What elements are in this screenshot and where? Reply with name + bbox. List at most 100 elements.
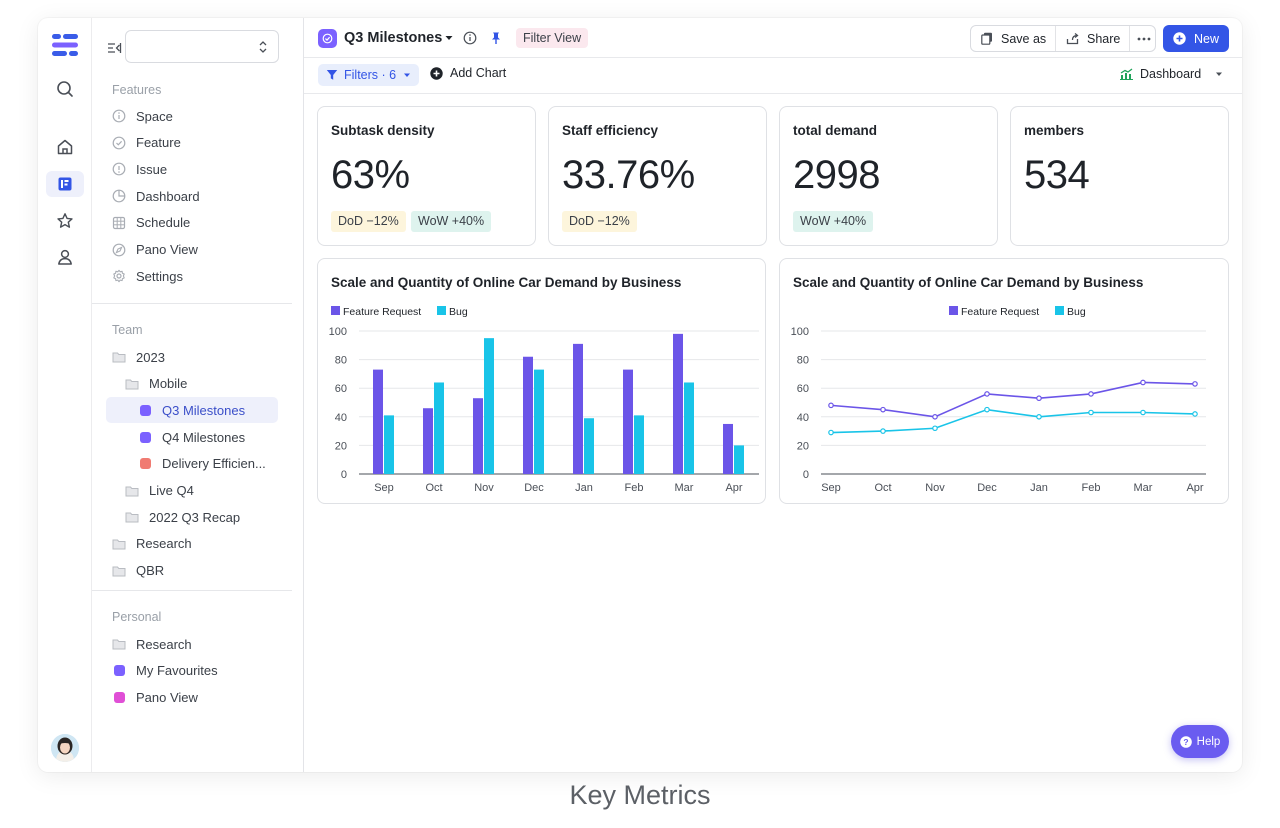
metric-card[interactable]: members 534 <box>1010 106 1229 246</box>
filters-button[interactable]: Filters · 6 <box>318 64 420 86</box>
search-icon[interactable] <box>46 76 84 102</box>
new-button[interactable]: New <box>1163 25 1229 52</box>
gear-icon <box>112 269 126 283</box>
bar <box>573 343 583 474</box>
sidebar-item-label: 2023 <box>136 349 165 365</box>
metric-change-badge: DoD −12% <box>562 211 637 232</box>
data-point <box>1140 409 1146 416</box>
app-logo-icon[interactable] <box>52 34 78 56</box>
sidebar-item-label: My Favourites <box>136 663 218 679</box>
data-point <box>1140 379 1146 386</box>
data-point <box>932 425 938 432</box>
data-point <box>1192 381 1198 387</box>
info-icon[interactable] <box>463 31 477 45</box>
x-tick-label: Apr <box>725 482 742 494</box>
star-icon[interactable] <box>46 208 84 234</box>
caret-down-icon <box>1216 72 1223 76</box>
legend-swatch <box>331 306 340 315</box>
x-tick-label: Nov <box>474 482 494 494</box>
bar-chart-card: Scale and Quantity of Online Car Demand … <box>317 258 766 504</box>
metric-card[interactable]: total demand 2998 WoW +40% <box>779 106 998 246</box>
board-icon[interactable] <box>46 171 84 197</box>
app-window: Features Space Feature Issue Dashboard Sched… <box>38 18 1242 772</box>
sidebar-item-mobile[interactable]: Mobile <box>106 371 278 397</box>
sidebar-item-pano-view[interactable]: Pano View <box>106 237 278 263</box>
color-square-icon <box>138 403 152 417</box>
chevron-updown-icon <box>259 41 267 53</box>
x-tick-label: Feb <box>1082 482 1101 494</box>
bar-chart: 0 20 40 60 80 100 Feature Request Bug Sep Oct Nov D… <box>329 306 759 494</box>
sidebar-item-research[interactable]: Research <box>106 631 278 657</box>
sidebar-item-feature[interactable]: Feature <box>106 130 278 156</box>
sidebar-item-label: Dashboard <box>136 188 200 204</box>
x-tick-label: Oct <box>874 482 891 494</box>
y-tick-label: 80 <box>797 355 809 367</box>
data-point <box>828 402 834 409</box>
bar <box>373 369 383 474</box>
legend-label: Bug <box>1067 306 1086 318</box>
data-point <box>1036 395 1042 402</box>
filter-view-badge[interactable]: Filter View <box>516 28 589 48</box>
bar <box>584 418 594 474</box>
data-point <box>880 428 886 434</box>
caret-down-icon[interactable] <box>444 33 454 43</box>
bar <box>634 415 644 474</box>
data-point <box>1192 411 1198 417</box>
y-tick-label: 40 <box>335 412 347 424</box>
caret-down-icon <box>404 73 411 77</box>
sidebar-item-q4-milestones[interactable]: Q4 Milestones <box>106 424 278 450</box>
color-square-icon <box>112 690 126 704</box>
save-as-button[interactable]: Save as <box>981 26 1046 51</box>
color-square-icon <box>112 664 126 678</box>
pin-icon[interactable] <box>489 31 503 45</box>
sidebar-item-my-favourites[interactable]: My Favourites <box>106 658 278 684</box>
help-label: Help <box>1196 735 1221 748</box>
sidebar-item-research[interactable]: Research <box>106 531 278 557</box>
more-button[interactable] <box>1131 26 1157 51</box>
sidebar-item-schedule[interactable]: Schedule <box>106 210 278 236</box>
dashboard-select[interactable]: Dashboard <box>1120 67 1223 81</box>
y-tick-label: 0 <box>341 469 347 481</box>
sidebar-item-dashboard[interactable]: Dashboard <box>106 183 278 209</box>
save-as-label: Save as <box>1001 31 1047 46</box>
add-chart-button[interactable]: Add Chart <box>430 66 506 80</box>
sidebar: Features Space Feature Issue Dashboard Sched… <box>92 18 304 772</box>
user-icon[interactable] <box>46 244 84 270</box>
metric-card[interactable]: Subtask density 63% DoD −12% WoW +40% <box>317 106 536 246</box>
collapse-sidebar-icon[interactable] <box>106 40 122 56</box>
color-square-icon <box>138 430 152 444</box>
data-point <box>880 406 886 413</box>
help-button[interactable]: ? Help <box>1171 725 1229 758</box>
share-button[interactable]: Share <box>1066 26 1120 51</box>
chart-trend-icon <box>1120 68 1133 80</box>
sidebar-item-q3-milestones[interactable]: Q3 Milestones <box>106 397 278 424</box>
sidebar-item-label: Settings <box>136 268 183 284</box>
sidebar-item-live-q4[interactable]: Live Q4 <box>106 478 278 504</box>
metric-value: 33.76% <box>562 153 695 197</box>
y-tick-label: 80 <box>335 355 347 367</box>
folder-icon <box>112 637 126 651</box>
sidebar-item-2022-q3-recap[interactable]: 2022 Q3 Recap <box>106 504 278 530</box>
home-icon[interactable] <box>46 134 84 160</box>
sidebar-item-2023[interactable]: 2023 <box>106 344 278 370</box>
page-title[interactable]: Q3 Milestones <box>344 30 443 46</box>
sidebar-item-issue[interactable]: Issue <box>106 156 278 182</box>
avatar[interactable] <box>51 734 79 762</box>
sidebar-item-label: Q4 Milestones <box>162 429 246 445</box>
sidebar-item-settings[interactable]: Settings <box>106 263 278 289</box>
workspace-select[interactable] <box>125 30 279 63</box>
share-label: Share <box>1087 31 1121 46</box>
svg-text:?: ? <box>1183 737 1188 747</box>
metric-card[interactable]: Staff efficiency 33.76% DoD −12% <box>548 106 767 246</box>
bar <box>473 398 483 474</box>
sidebar-item-space[interactable]: Space <box>106 103 278 129</box>
folder-icon <box>125 484 139 498</box>
line-chart-card: Scale and Quantity of Online Car Demand … <box>779 258 1229 504</box>
sidebar-item-pano-view[interactable]: Pano View <box>106 684 278 710</box>
filters-label: Filters · 6 <box>344 68 397 82</box>
sidebar-item-delivery-efficien[interactable]: Delivery Efficien... <box>106 451 278 477</box>
share-icon <box>1066 32 1079 45</box>
header-actions: Save as Share <box>970 25 1156 52</box>
copy-icon <box>981 32 992 45</box>
sidebar-item-qbr[interactable]: QBR <box>106 558 278 584</box>
